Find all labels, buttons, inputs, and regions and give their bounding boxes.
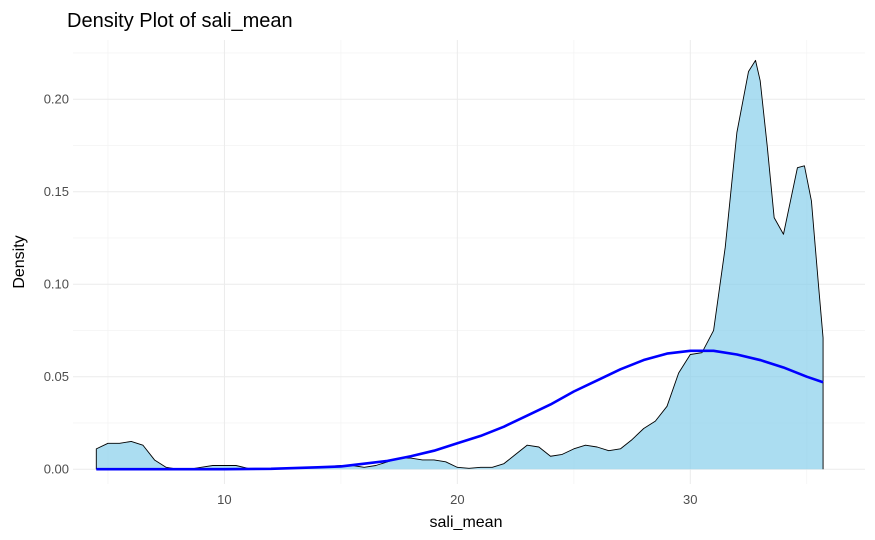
x-axis-ticks: 10 20 30 [217,492,697,507]
chart-title: Density Plot of sali_mean [67,10,293,32]
y-tick-label: 0.15 [44,184,69,199]
y-axis-title: Density [11,235,28,288]
x-tick-label: 10 [217,492,231,507]
y-tick-label: 0.05 [44,369,69,384]
density-outline [95,59,824,470]
normal-curve-line [96,349,824,471]
y-tick-label: 0.10 [44,277,69,292]
y-tick-label: 0.20 [44,92,69,107]
plot-area [95,59,824,471]
x-tick-label: 20 [450,492,464,507]
density-area [96,60,824,470]
y-axis-ticks: 0.00 0.05 0.10 0.15 0.20 [44,92,69,477]
y-tick-label: 0.00 [44,462,69,477]
x-tick-label: 30 [683,492,697,507]
x-axis-title: sali_mean [430,514,503,531]
